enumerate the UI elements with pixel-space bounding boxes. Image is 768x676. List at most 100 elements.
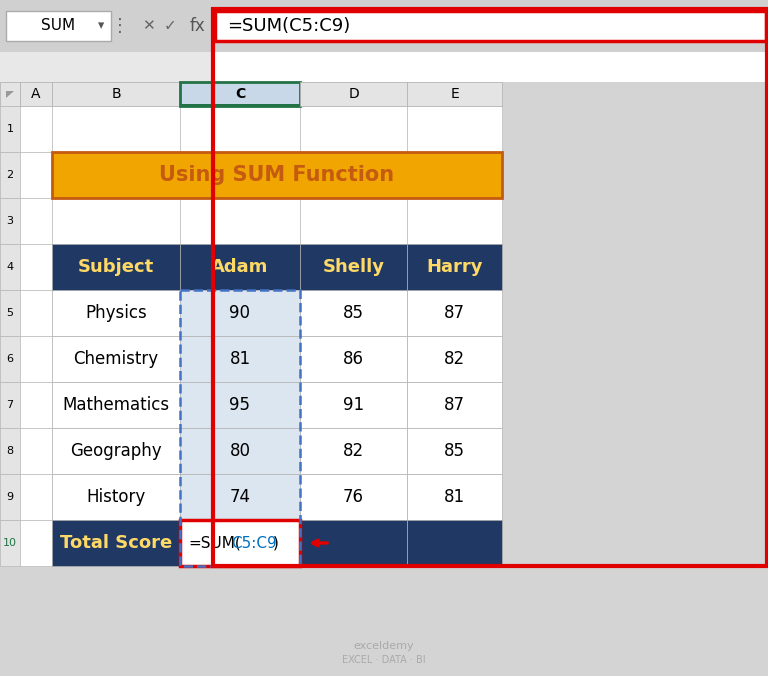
Bar <box>407 474 502 520</box>
Text: 4: 4 <box>6 262 14 272</box>
Text: 82: 82 <box>343 442 364 460</box>
Text: 9: 9 <box>6 492 14 502</box>
Bar <box>52 290 180 336</box>
Text: 87: 87 <box>444 396 465 414</box>
Bar <box>6 11 111 41</box>
Text: 1: 1 <box>6 124 14 134</box>
Text: ▾: ▾ <box>98 20 104 32</box>
Bar <box>180 520 300 566</box>
Text: 76: 76 <box>343 488 364 506</box>
Bar <box>0 0 768 52</box>
Bar <box>300 382 407 428</box>
Bar <box>180 198 300 244</box>
Bar <box>180 336 300 382</box>
Text: 81: 81 <box>444 488 465 506</box>
Bar <box>0 52 768 82</box>
Bar <box>0 382 20 428</box>
Text: 86: 86 <box>343 350 364 368</box>
Text: 8: 8 <box>6 446 14 456</box>
Bar <box>407 244 502 290</box>
Bar <box>0 290 20 336</box>
Bar <box>407 382 502 428</box>
Bar <box>20 428 52 474</box>
Text: ✓: ✓ <box>164 18 177 34</box>
Bar <box>407 82 502 106</box>
Bar <box>52 382 180 428</box>
Bar <box>407 428 502 474</box>
Text: exceldemy: exceldemy <box>354 641 414 651</box>
Bar <box>20 290 52 336</box>
Text: 90: 90 <box>230 304 250 322</box>
Bar <box>52 106 180 152</box>
Text: 85: 85 <box>444 442 465 460</box>
Text: Adam: Adam <box>211 258 269 276</box>
Text: Chemistry: Chemistry <box>74 350 158 368</box>
Text: D: D <box>348 87 359 101</box>
Bar <box>20 382 52 428</box>
Bar <box>180 82 300 106</box>
Bar <box>20 520 52 566</box>
Bar <box>20 336 52 382</box>
Bar <box>20 474 52 520</box>
Text: Physics: Physics <box>85 304 147 322</box>
Text: 2: 2 <box>6 170 14 180</box>
Bar <box>20 244 52 290</box>
Bar <box>300 244 407 290</box>
Bar <box>0 82 20 106</box>
Bar <box>300 290 407 336</box>
Bar <box>300 520 407 566</box>
Text: 3: 3 <box>6 216 14 226</box>
Bar <box>300 106 407 152</box>
Bar <box>407 152 502 198</box>
Text: 85: 85 <box>343 304 364 322</box>
Text: History: History <box>86 488 146 506</box>
Text: A: A <box>31 87 41 101</box>
Bar <box>0 336 20 382</box>
Polygon shape <box>6 91 14 98</box>
Bar <box>180 104 300 106</box>
Text: =SUM(: =SUM( <box>188 535 240 550</box>
Text: 82: 82 <box>444 350 465 368</box>
Bar <box>52 428 180 474</box>
Bar <box>0 520 20 566</box>
Text: E: E <box>450 87 458 101</box>
Text: Shelly: Shelly <box>323 258 385 276</box>
Text: B: B <box>111 87 121 101</box>
Bar <box>0 198 20 244</box>
Text: 95: 95 <box>230 396 250 414</box>
Bar <box>52 152 502 198</box>
Text: 91: 91 <box>343 396 364 414</box>
Bar <box>52 82 180 106</box>
Text: ): ) <box>273 535 279 550</box>
Bar <box>407 106 502 152</box>
Text: fx: fx <box>189 17 205 35</box>
Bar <box>180 244 300 290</box>
Bar <box>180 382 300 428</box>
Bar <box>52 520 180 566</box>
Text: EXCEL · DATA · BI: EXCEL · DATA · BI <box>343 655 425 665</box>
Bar <box>180 474 300 520</box>
Bar <box>180 152 300 198</box>
Bar <box>213 9 767 566</box>
Bar <box>180 106 300 152</box>
Text: 80: 80 <box>230 442 250 460</box>
Text: ⋮: ⋮ <box>111 17 129 35</box>
Text: Geography: Geography <box>70 442 162 460</box>
Text: 10: 10 <box>3 538 17 548</box>
Bar <box>300 336 407 382</box>
Bar <box>52 152 180 198</box>
Bar <box>0 244 20 290</box>
Bar <box>20 152 52 198</box>
Bar <box>300 474 407 520</box>
Bar <box>52 198 180 244</box>
Bar <box>180 290 300 566</box>
Text: 7: 7 <box>6 400 14 410</box>
Text: Subject: Subject <box>78 258 154 276</box>
Bar <box>20 106 52 152</box>
Text: Harry: Harry <box>426 258 483 276</box>
Bar <box>407 290 502 336</box>
Bar <box>215 52 768 82</box>
Bar <box>300 82 407 106</box>
Text: 6: 6 <box>6 354 14 364</box>
Bar <box>0 152 20 198</box>
